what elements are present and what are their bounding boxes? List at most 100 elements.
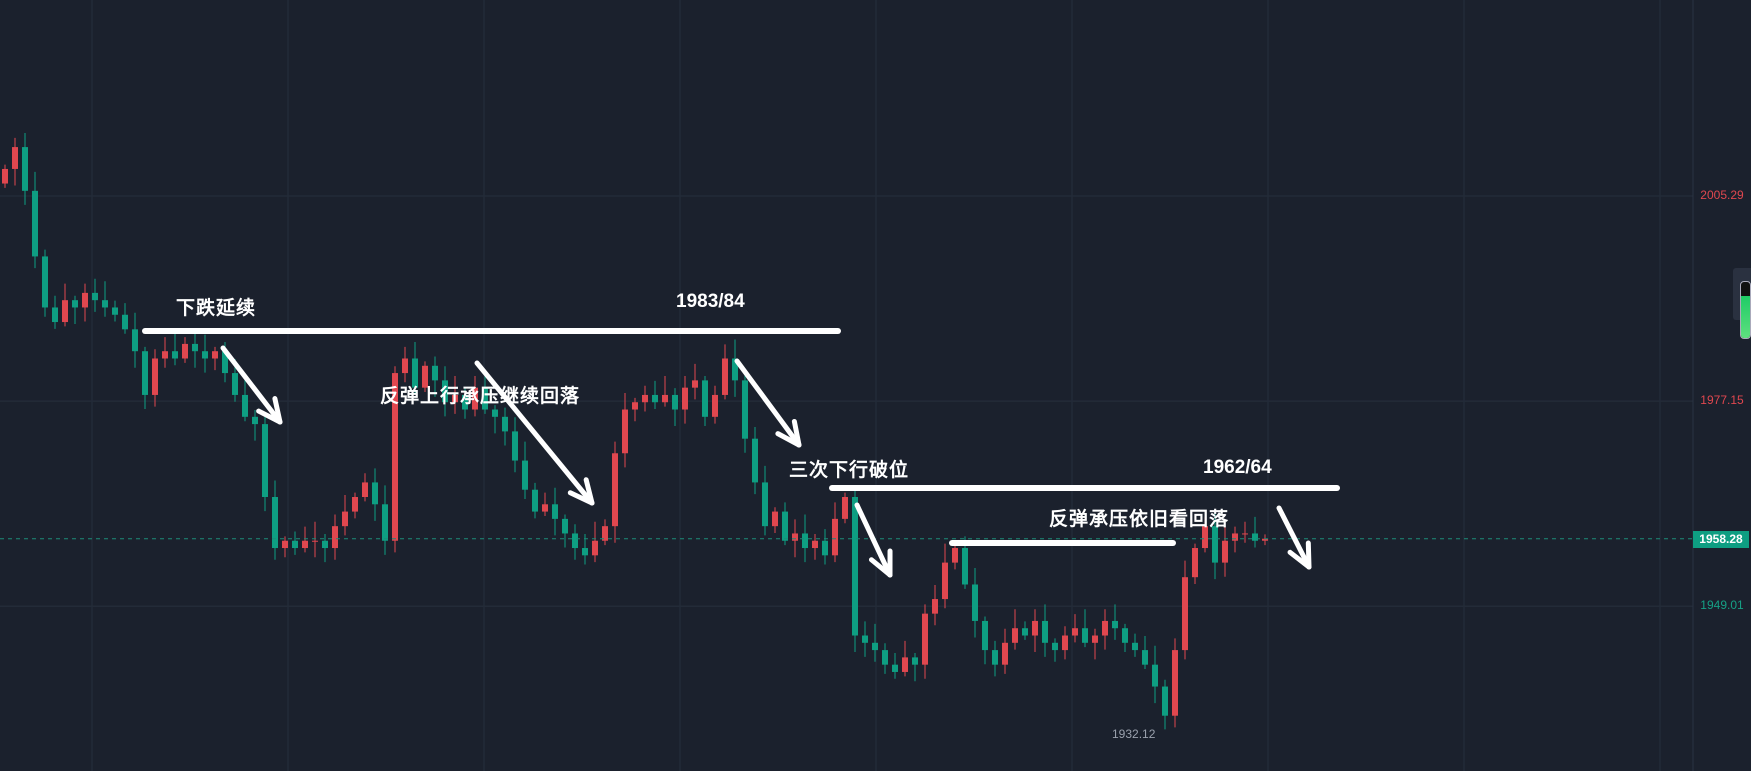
annotation-text-rebound-pressure: 反弹上行承压继续回落 xyxy=(380,385,581,407)
candle-body xyxy=(502,416,508,432)
down-arrow-icon-head xyxy=(791,418,802,448)
annotation-text-third-breakdown: 三次下行破位 xyxy=(789,459,910,481)
candle-body xyxy=(752,438,758,483)
down-arrow-icon-head xyxy=(567,490,595,506)
candle-body xyxy=(282,540,288,549)
candle-body xyxy=(432,365,438,381)
candle-body xyxy=(52,307,58,323)
candle-body xyxy=(762,482,768,527)
candle-body xyxy=(82,292,88,308)
side-meter xyxy=(1740,281,1751,339)
candle-body xyxy=(632,402,638,410)
candle-body xyxy=(682,387,688,410)
candle-body xyxy=(192,343,198,352)
candle-body xyxy=(622,409,628,454)
candle-body xyxy=(1032,620,1038,636)
candle-body xyxy=(1002,642,1008,665)
candle-body xyxy=(122,314,128,330)
candle-body xyxy=(692,380,698,388)
candle-body xyxy=(462,394,468,410)
candle-body xyxy=(842,497,848,519)
candle-body xyxy=(782,511,788,541)
candle-body xyxy=(482,387,488,410)
candle-body xyxy=(512,431,518,461)
candle-body xyxy=(852,497,858,636)
candle-body xyxy=(732,358,738,381)
candle-body xyxy=(1192,548,1198,578)
candle-body xyxy=(1022,628,1028,636)
candle-body xyxy=(802,533,808,549)
candle-body xyxy=(32,190,38,257)
candle-body xyxy=(642,394,648,403)
candle-body xyxy=(1172,650,1178,716)
candle-body xyxy=(422,365,428,388)
candle-body xyxy=(542,504,548,512)
candle-body xyxy=(1052,642,1058,651)
down-arrow-icon-head xyxy=(868,557,893,578)
candle-body xyxy=(972,584,978,621)
candle-body xyxy=(12,147,18,169)
candle-body xyxy=(402,358,408,374)
candle-body xyxy=(1082,628,1088,643)
candle-body xyxy=(952,548,958,563)
candle-body xyxy=(202,351,208,359)
candle-body xyxy=(1262,538,1268,541)
candle-body xyxy=(312,540,318,542)
candle-body xyxy=(472,387,478,410)
candle-body xyxy=(342,511,348,527)
candle-body xyxy=(392,373,398,541)
down-arrow-icon-head xyxy=(1287,549,1312,570)
down-arrow-icon xyxy=(734,358,802,448)
candle-body xyxy=(232,373,238,395)
candle-body xyxy=(1072,628,1078,636)
candle-body xyxy=(932,599,938,614)
candle-body xyxy=(492,409,498,417)
candle-body xyxy=(1132,642,1138,651)
candle-body xyxy=(532,489,538,512)
candle-body xyxy=(2,168,8,184)
candle-body xyxy=(912,657,918,665)
annotation-text-decline-continues: 下跌延续 xyxy=(176,297,257,319)
candle-body xyxy=(722,358,728,395)
candle-body xyxy=(72,300,78,308)
candle-body xyxy=(442,380,448,403)
candle-body xyxy=(132,329,138,352)
candle-body xyxy=(992,650,998,665)
candle-body xyxy=(352,497,358,512)
candle-body xyxy=(742,380,748,439)
candle-body xyxy=(662,394,668,403)
down-arrow-icon xyxy=(854,502,893,578)
candle-body xyxy=(552,504,558,519)
candle-body xyxy=(982,620,988,651)
candle-body xyxy=(582,548,588,556)
candle-body xyxy=(792,533,798,541)
candle-body xyxy=(152,358,158,395)
candle-body xyxy=(872,642,878,651)
candle-body xyxy=(42,256,48,308)
annotation-level-1983-84: 1983/84 xyxy=(676,291,745,312)
price-tick-label: 2005.29 xyxy=(1700,188,1744,202)
low-price-label: 1932.12 xyxy=(1112,727,1156,742)
candle-body xyxy=(612,453,618,527)
candle-body xyxy=(92,292,98,301)
candle-body xyxy=(1012,628,1018,643)
candle-body xyxy=(822,540,828,556)
candle-body xyxy=(1042,620,1048,643)
candle-body xyxy=(222,351,228,374)
candle-body xyxy=(102,300,108,308)
candle-body xyxy=(832,518,838,556)
candle-body xyxy=(362,482,368,498)
candle-body xyxy=(772,511,778,527)
candle-body xyxy=(322,540,328,549)
down-arrow-icon-head xyxy=(256,408,283,425)
annotation-level-1962-64: 1962/64 xyxy=(1203,457,1272,478)
candle-body xyxy=(712,394,718,417)
candle-body xyxy=(1112,620,1118,629)
candle-body xyxy=(522,460,528,490)
candle-body xyxy=(172,351,178,359)
candle-body xyxy=(862,635,868,643)
side-meter-fill xyxy=(1741,296,1750,338)
candle-body xyxy=(112,307,118,315)
